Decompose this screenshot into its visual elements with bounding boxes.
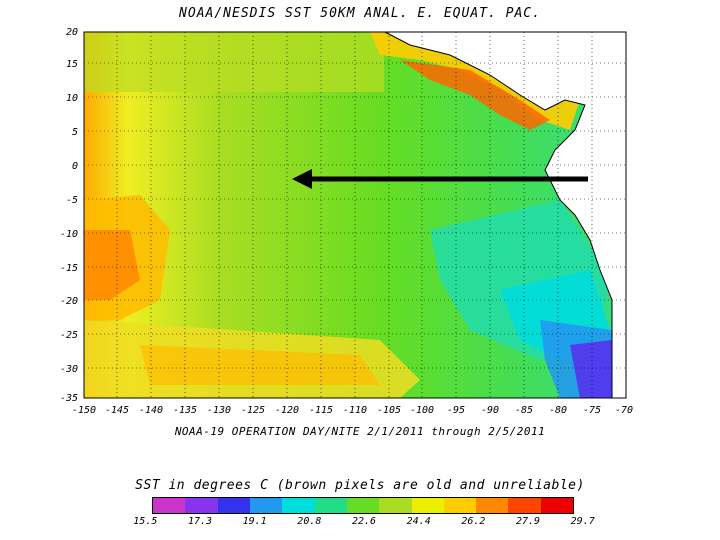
lon-tick: -145 [105,405,129,416]
map-grid [84,32,626,398]
color-scale-swatch [217,498,250,513]
lon-tick: -110 [343,405,367,416]
color-scale-swatch [249,498,283,513]
color-scale-ticks: 15.5 17.3 19.1 20.8 22.6 24.4 26.2 27.9 … [118,516,610,527]
color-scale-swatch [540,498,574,513]
lon-tick: -150 [72,405,96,416]
color-scale-swatch [314,498,347,513]
lat-tick: -35 [60,393,78,404]
lon-tick: -80 [549,405,567,416]
lat-tick: -5 [66,195,78,206]
lat-axis: 20 15 10 5 0 -5 -10 -15 -20 -25 -30 -35 [60,27,78,404]
lat-tick: 15 [66,59,78,70]
lon-axis: -150 -145 -140 -135 -130 -125 -120 -115 … [72,405,633,416]
color-scale-tick: 17.3 [187,516,213,527]
sst-map: 20 15 10 5 0 -5 -10 -15 -20 -25 -30 -35 … [60,27,633,416]
lon-tick: -70 [615,405,633,416]
lat-tick: -20 [60,296,78,307]
lon-tick: -130 [207,405,231,416]
lat-tick: -15 [60,263,78,274]
lon-tick: -105 [377,405,401,416]
color-scale-swatch [282,498,315,513]
color-scale-tick: 29.7 [570,516,595,527]
lon-tick: -125 [241,405,265,416]
color-scale-tick: 24.4 [406,516,431,527]
lon-tick: -120 [275,405,299,416]
lon-tick: -135 [173,405,197,416]
landmass [384,31,627,399]
lon-tick: -90 [481,405,499,416]
map-subtitle: NOAA-19 OPERATION DAY/NITE 2/1/2011 thro… [174,425,546,438]
lon-tick: -140 [139,405,163,416]
lon-tick: -85 [515,405,533,416]
color-scale-swatch [379,498,412,513]
color-scale-tick: 27.9 [515,516,541,527]
lat-tick: 10 [66,93,78,104]
lat-tick: 20 [66,27,78,38]
lat-tick: -25 [60,330,78,341]
color-scale-swatch [346,498,380,513]
lon-tick: -95 [447,405,465,416]
lat-tick: 0 [72,161,78,172]
lat-tick: 5 [72,127,78,138]
color-scale-tick: 19.1 [242,516,267,527]
arrow-annotation [292,169,588,189]
lon-tick: -115 [309,405,333,416]
color-scale-swatch [411,498,444,513]
lat-tick: -10 [60,229,78,240]
color-scale-tick: 20.8 [297,516,322,527]
color-scale-swatch [185,498,218,513]
color-scale-tick: 22.6 [351,516,377,527]
color-scale-swatch [508,498,541,513]
color-scale-swatch [153,498,186,513]
color-scale-swatch [476,498,509,513]
lon-tick: -100 [410,405,434,416]
lon-tick: -75 [583,405,601,416]
map-title: NOAA/NESDIS SST 50KM ANAL. E. EQUAT. PAC… [179,6,541,21]
lat-tick: -30 [60,364,78,375]
color-scale-tick: 26.2 [461,516,486,527]
color-scale-tick: 15.5 [133,516,158,527]
legend-title: SST in degrees C (brown pixels are old a… [135,478,585,493]
color-scale-bar [152,497,574,514]
color-scale-swatch [443,498,477,513]
